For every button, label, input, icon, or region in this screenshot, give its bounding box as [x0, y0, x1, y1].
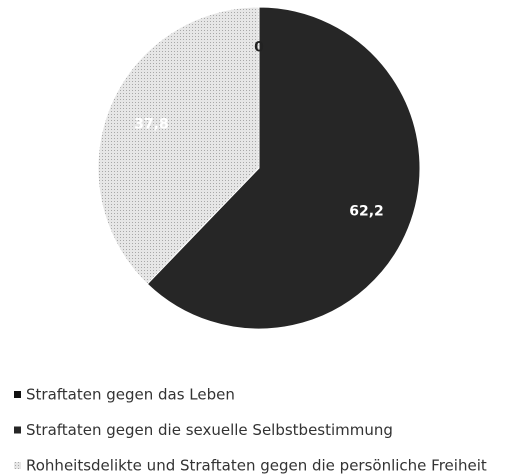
data-label: 37,8 [134, 117, 169, 133]
legend-marker [14, 462, 21, 469]
legend-marker [14, 426, 21, 434]
data-label: 62,2 [349, 203, 384, 219]
pie-slice [97, 6, 260, 285]
legend-label: Rohheitsdelikte und Straftaten gegen die… [26, 457, 487, 475]
legend-marker [14, 391, 21, 398]
legend-label: Straftaten gegen die sexuelle Selbstbest… [26, 421, 393, 439]
pie-slice [146, 6, 421, 330]
legend-label: Straftaten gegen das Leben [26, 386, 235, 404]
data-label: 0 [254, 39, 264, 55]
